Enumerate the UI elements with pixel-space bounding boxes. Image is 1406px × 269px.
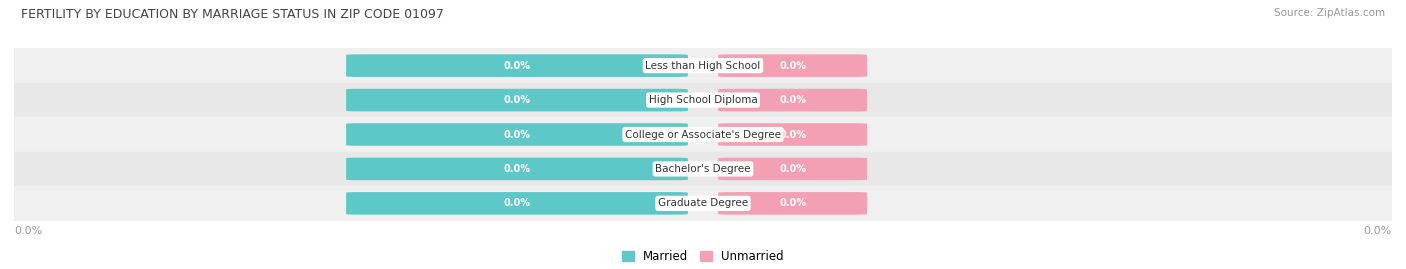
Text: Graduate Degree: Graduate Degree [658,198,748,208]
Text: 0.0%: 0.0% [779,164,806,174]
Bar [14,83,1392,117]
Text: 0.0%: 0.0% [779,61,806,71]
Text: 0.0%: 0.0% [503,61,530,71]
Text: 0.0%: 0.0% [503,164,530,174]
Bar [14,48,1392,83]
FancyBboxPatch shape [346,158,688,180]
Text: High School Diploma: High School Diploma [648,95,758,105]
FancyBboxPatch shape [718,54,868,77]
Text: Source: ZipAtlas.com: Source: ZipAtlas.com [1274,8,1385,18]
Text: 0.0%: 0.0% [779,95,806,105]
Text: 0.0%: 0.0% [503,129,530,140]
Text: College or Associate's Degree: College or Associate's Degree [626,129,780,140]
Text: 0.0%: 0.0% [503,198,530,208]
Text: Bachelor's Degree: Bachelor's Degree [655,164,751,174]
Text: 0.0%: 0.0% [503,95,530,105]
FancyBboxPatch shape [718,158,868,180]
FancyBboxPatch shape [346,89,688,111]
FancyBboxPatch shape [718,123,868,146]
Text: FERTILITY BY EDUCATION BY MARRIAGE STATUS IN ZIP CODE 01097: FERTILITY BY EDUCATION BY MARRIAGE STATU… [21,8,444,21]
FancyBboxPatch shape [718,192,868,215]
FancyBboxPatch shape [346,123,688,146]
Text: 0.0%: 0.0% [1364,226,1392,236]
Text: Less than High School: Less than High School [645,61,761,71]
Bar [14,186,1392,221]
Text: 0.0%: 0.0% [14,226,42,236]
Bar [14,152,1392,186]
Bar [14,117,1392,152]
Text: 0.0%: 0.0% [779,198,806,208]
Text: 0.0%: 0.0% [779,129,806,140]
FancyBboxPatch shape [346,54,688,77]
Legend: Married, Unmarried: Married, Unmarried [621,250,785,263]
FancyBboxPatch shape [346,192,688,215]
FancyBboxPatch shape [718,89,868,111]
